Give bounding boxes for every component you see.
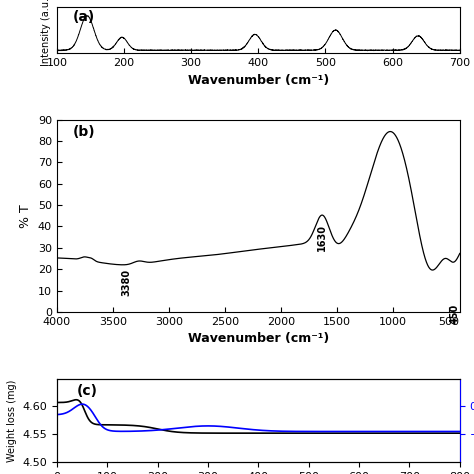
- Text: 1630: 1630: [317, 224, 327, 251]
- X-axis label: Wavenumber (cm⁻¹): Wavenumber (cm⁻¹): [188, 73, 329, 87]
- Text: 450: 450: [449, 303, 459, 324]
- Text: (c): (c): [77, 384, 98, 398]
- Text: 3380: 3380: [121, 269, 131, 296]
- Y-axis label: Intensity (a.u.): Intensity (a.u.): [41, 0, 51, 66]
- Y-axis label: Weight loss (mg): Weight loss (mg): [7, 379, 17, 462]
- Text: (a): (a): [73, 10, 95, 24]
- Text: (b): (b): [73, 126, 96, 139]
- Y-axis label: % T: % T: [19, 204, 32, 228]
- X-axis label: Wavenumber (cm⁻¹): Wavenumber (cm⁻¹): [188, 332, 329, 346]
